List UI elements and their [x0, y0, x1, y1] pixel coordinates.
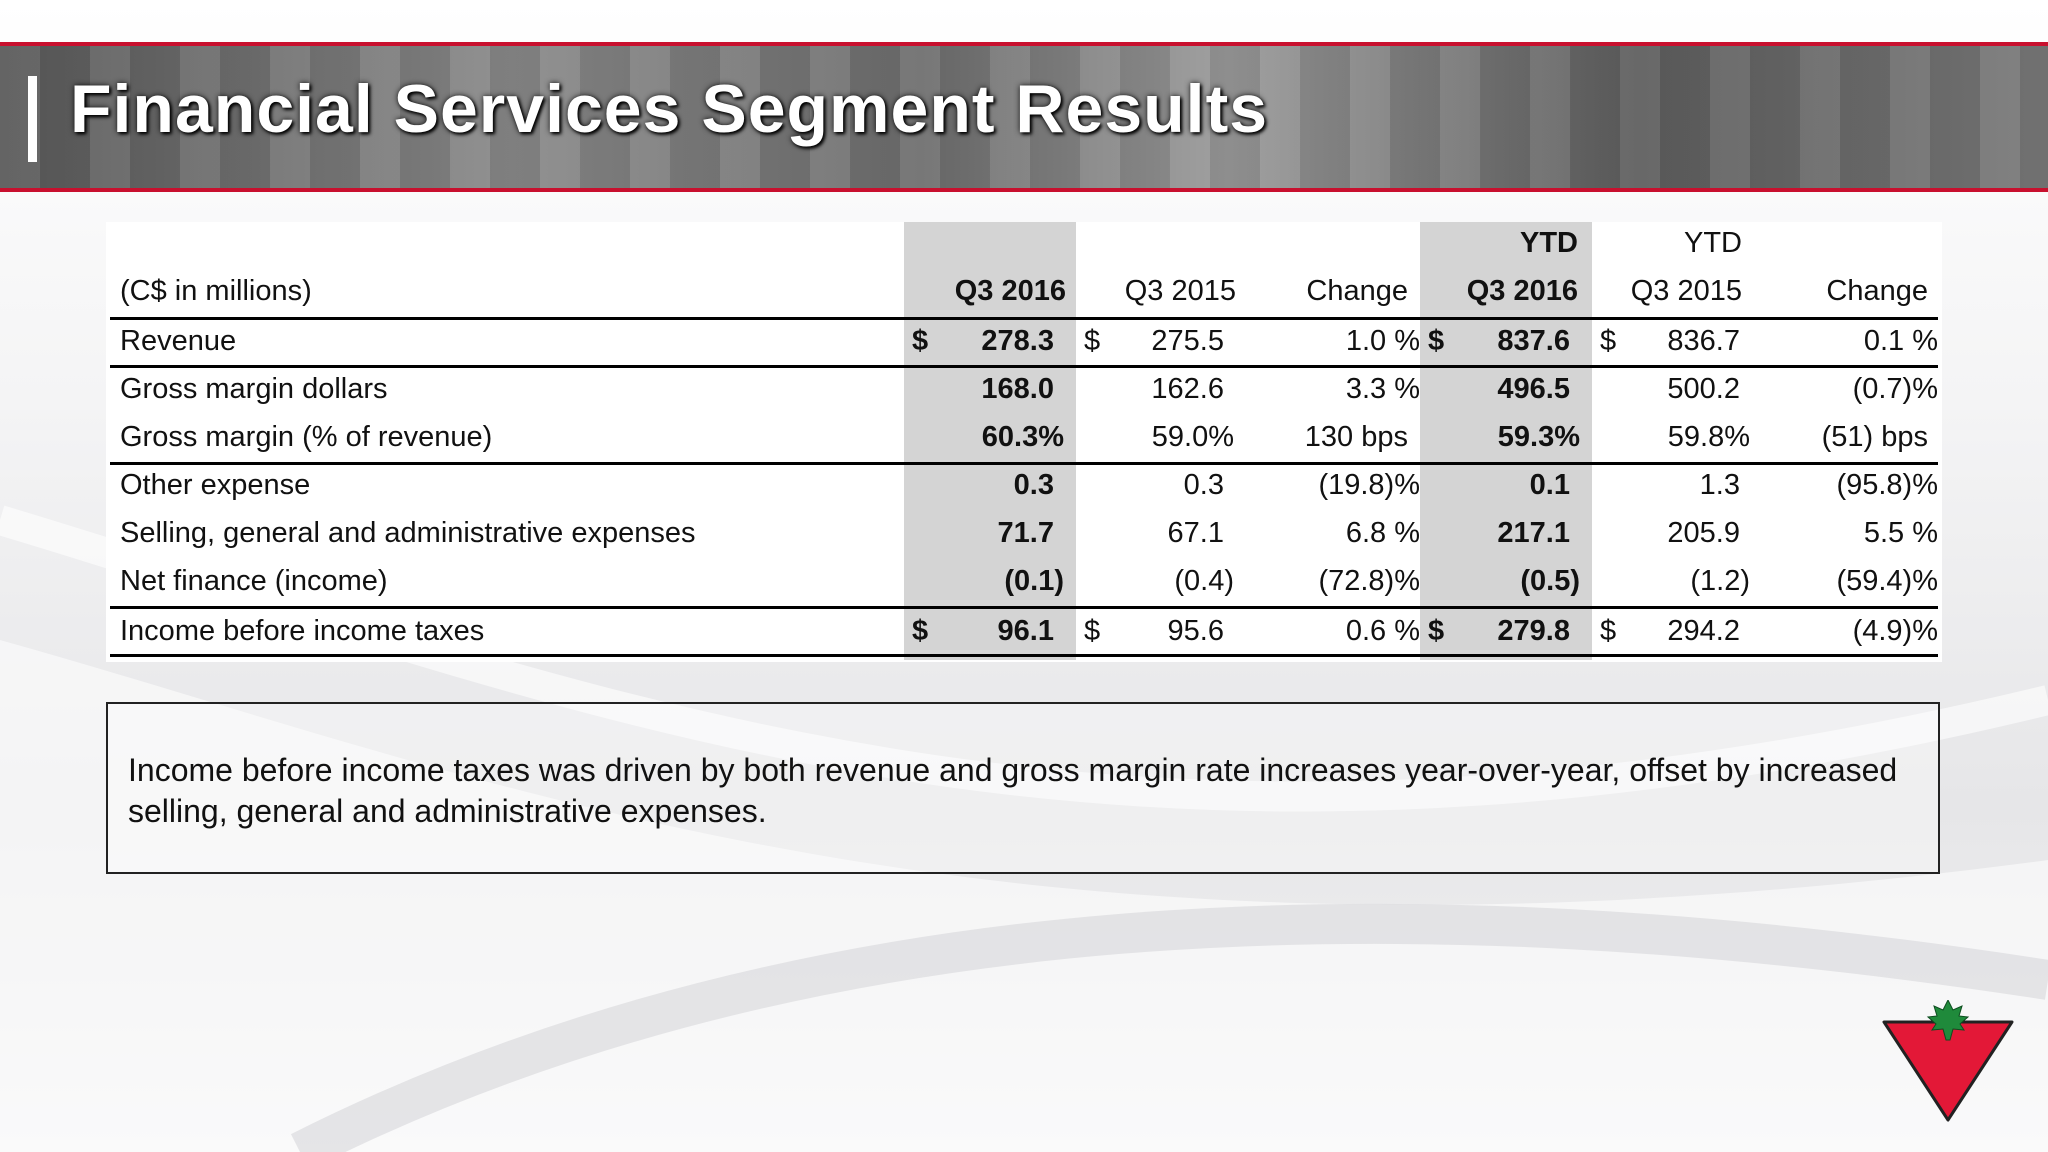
ytd-change-value: (95.8)% — [1836, 469, 1938, 501]
row-label: Revenue — [120, 325, 237, 357]
q3-2015-value: 59.0% — [1151, 421, 1234, 453]
q3-2016-value: (0.1) — [1004, 565, 1064, 597]
ytd-2016-value: 0.1 — [1529, 469, 1570, 501]
rule-before-income — [110, 606, 1938, 609]
row-label: Gross margin (% of revenue) — [120, 421, 493, 453]
results-table: YTD YTD (C$ in millions) Q3 2016 Q3 2015… — [106, 222, 1942, 662]
q3-2015-header: Q3 2015 — [1124, 275, 1236, 307]
title-accent-bar — [28, 76, 37, 162]
q3-2016-header: Q3 2016 — [954, 275, 1066, 307]
ytd-2015-value: 836.7 — [1667, 325, 1740, 357]
ytd-change-header: Change — [1826, 275, 1928, 307]
ytd-change-value: (0.7)% — [1852, 373, 1938, 405]
row-label: Other expense — [120, 469, 311, 501]
rule-header — [110, 317, 1938, 320]
currency-symbol: $ — [1600, 615, 1617, 647]
q3-2016-value: 71.7 — [997, 517, 1054, 549]
ytd-2016-value: 279.8 — [1497, 615, 1570, 647]
q3-2016-value: 168.0 — [981, 373, 1054, 405]
currency-symbol: $ — [1084, 615, 1101, 647]
currency-symbol: $ — [1428, 615, 1445, 647]
currency-symbol: $ — [912, 615, 929, 647]
q3-2015-value: 67.1 — [1167, 517, 1224, 549]
ytd-2015-value: (1.2) — [1690, 565, 1750, 597]
ytd-change-value: 0.1 % — [1863, 325, 1938, 357]
canadian-tire-triangle-icon — [1882, 1000, 2014, 1122]
ytd-change-value: (59.4)% — [1836, 565, 1938, 597]
header-banner — [0, 42, 2048, 192]
units-header: (C$ in millions) — [120, 275, 312, 307]
ytd-2016-value: 837.6 — [1497, 325, 1570, 357]
q3-2016-column-shade — [904, 222, 1076, 660]
ytd-2016-value: 59.3% — [1497, 421, 1580, 453]
q3-2016-value: 0.3 — [1013, 469, 1054, 501]
change-value: 0.6 % — [1345, 615, 1420, 647]
ytd-2015-value: 294.2 — [1667, 615, 1740, 647]
change-value: 1.0 % — [1345, 325, 1420, 357]
currency-symbol: $ — [912, 325, 929, 357]
q3-2015-value: 0.3 — [1183, 469, 1224, 501]
ytd-2015-value: 59.8% — [1667, 421, 1750, 453]
ytd-2015-value: 205.9 — [1667, 517, 1740, 549]
ytd-change-value: (4.9)% — [1852, 615, 1938, 647]
commentary-text: Income before income taxes was driven by… — [128, 752, 1898, 829]
q3-2015-value: 162.6 — [1151, 373, 1224, 405]
ytd-2016-value: (0.5) — [1520, 565, 1580, 597]
ytd-change-value: 5.5 % — [1863, 517, 1938, 549]
commentary-box: Income before income taxes was driven by… — [106, 702, 1940, 874]
ytd-2015-header: Q3 2015 — [1630, 275, 1742, 307]
q3-2016-value: 60.3% — [981, 421, 1064, 453]
row-label: Selling, general and administrative expe… — [120, 517, 696, 549]
ytd-change-value: (51) bps — [1821, 421, 1928, 453]
change-value: 3.3 % — [1345, 373, 1420, 405]
rule-after-gross-margin — [110, 462, 1938, 465]
change-value: (19.8)% — [1318, 469, 1420, 501]
banner-storefront-image — [0, 46, 2048, 188]
ytd-2016-value: 217.1 — [1497, 517, 1570, 549]
q3-2016-value: 96.1 — [997, 615, 1054, 647]
rule-bottom — [110, 654, 1938, 657]
change-value: 130 bps — [1304, 421, 1408, 453]
ytd-2015-value: 1.3 — [1699, 469, 1740, 501]
ytd-prior-header: YTD — [1684, 227, 1742, 259]
ytd-current-header: YTD — [1520, 227, 1578, 259]
row-label: Net finance (income) — [120, 565, 388, 597]
row-label: Income before income taxes — [120, 615, 485, 647]
currency-symbol: $ — [1600, 325, 1617, 357]
q3-2015-value: 95.6 — [1167, 615, 1224, 647]
row-label: Gross margin dollars — [120, 373, 388, 405]
ytd-2016-value: 496.5 — [1497, 373, 1570, 405]
change-header: Change — [1306, 275, 1408, 307]
currency-symbol: $ — [1084, 325, 1101, 357]
rule-after-revenue — [110, 365, 1938, 368]
q3-2015-value: (0.4) — [1174, 565, 1234, 597]
change-value: 6.8 % — [1345, 517, 1420, 549]
ytd-2015-value: 500.2 — [1667, 373, 1740, 405]
q3-2015-value: 275.5 — [1151, 325, 1224, 357]
currency-symbol: $ — [1428, 325, 1445, 357]
q3-2016-value: 278.3 — [981, 325, 1054, 357]
page-title: Financial Services Segment Results — [70, 71, 1269, 147]
change-value: (72.8)% — [1318, 565, 1420, 597]
ytd-2016-column-shade — [1420, 222, 1592, 660]
ytd-2016-header: Q3 2016 — [1466, 275, 1578, 307]
